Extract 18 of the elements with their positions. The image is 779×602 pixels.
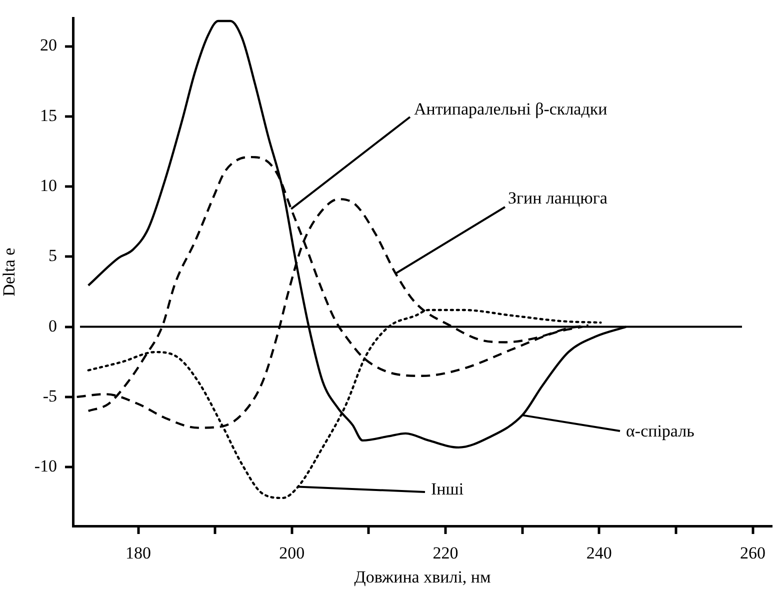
x-tick-label: 180 [126, 544, 152, 563]
y-tick-label: 20 [40, 36, 57, 55]
x-tick-label: 200 [279, 544, 305, 563]
y-tick-label: 5 [48, 246, 57, 266]
x-tick-label: 240 [586, 544, 612, 563]
y-tick-label: 10 [40, 176, 57, 195]
annotation: α-спіраль [626, 421, 695, 440]
x-tick-label: 260 [740, 544, 766, 563]
y-tick-label: -5 [42, 386, 57, 406]
y-tick-label: 15 [40, 106, 57, 125]
annotation: Антипаралельні β-складки [414, 99, 608, 118]
x-axis-title: Довжина хвилі, нм [354, 567, 492, 586]
y-tick-label: 0 [48, 316, 57, 336]
y-tick-label: -10 [34, 456, 57, 476]
x-tick-label: 220 [432, 544, 458, 563]
annotation: Згин ланцюга [508, 188, 608, 208]
annotation: Інші [431, 479, 464, 498]
y-axis-title: Delta e [0, 248, 19, 296]
